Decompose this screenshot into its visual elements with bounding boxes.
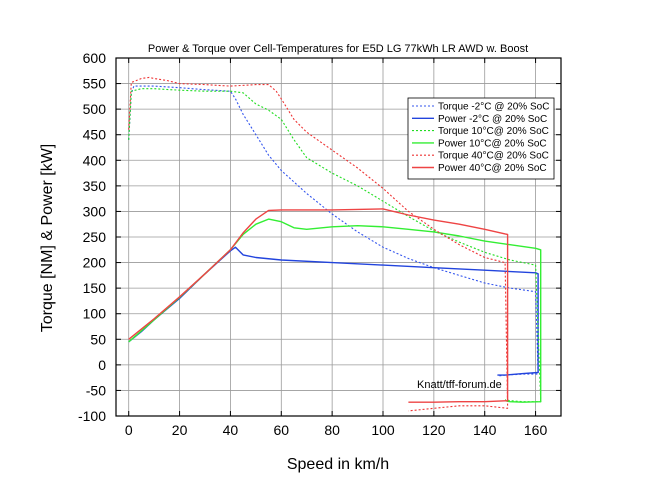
axis-ticks: -100-50050100150200250300350400450500550…	[78, 50, 561, 438]
y-tick-label: 300	[83, 203, 107, 219]
y-tick-label: -50	[86, 382, 106, 398]
x-tick-label: 20	[172, 422, 188, 438]
legend-label: Power 10°C@ 20% SoC	[438, 138, 547, 149]
y-tick-label: 50	[90, 331, 106, 347]
y-tick-label: 450	[83, 127, 107, 143]
x-tick-label: 100	[371, 422, 395, 438]
legend-box	[407, 97, 555, 180]
x-tick-label: 160	[524, 422, 548, 438]
source-annotation: Knatt/tff-forum.de	[417, 379, 502, 391]
y-tick-label: 200	[83, 255, 107, 271]
y-tick-label: 400	[83, 152, 107, 168]
y-tick-label: 500	[83, 101, 107, 117]
x-tick-label: 140	[473, 422, 497, 438]
y-tick-label: 100	[83, 306, 107, 322]
legend-label: Torque -2°C @ 20% SoC	[438, 102, 549, 113]
y-tick-label: 0	[98, 357, 106, 373]
series-line-1	[128, 85, 539, 377]
legend-label: Power 40°C@ 20% SoC	[438, 163, 547, 174]
legend-label: Torque 40°C@ 20% SoC	[438, 151, 549, 162]
x-tick-label: 0	[125, 422, 133, 438]
y-tick-label: 250	[83, 229, 107, 245]
x-axis-title: Speed in km/h	[287, 456, 389, 473]
y-tick-label: -100	[78, 408, 106, 424]
y-tick-label: 150	[83, 280, 107, 296]
series-line-6	[128, 208, 509, 403]
x-tick-label: 120	[422, 422, 446, 438]
y-axis-title: Torque [NM] & Power [kW]	[39, 144, 56, 333]
y-tick-label: 350	[83, 178, 107, 194]
legend-label: Power -2°C @ 20% SoC	[438, 114, 547, 125]
x-tick-label: 80	[324, 422, 340, 438]
x-tick-label: 40	[223, 422, 239, 438]
y-tick-label: 600	[83, 50, 107, 66]
series-line-3	[128, 88, 542, 403]
x-tick-label: 60	[273, 422, 289, 438]
legend-label: Torque 10°C@ 20% SoC	[438, 126, 549, 137]
y-tick-label: 550	[83, 76, 107, 92]
series-layer	[128, 76, 542, 412]
chart-title: Power & Torque over Cell-Temperatures fo…	[148, 43, 528, 55]
